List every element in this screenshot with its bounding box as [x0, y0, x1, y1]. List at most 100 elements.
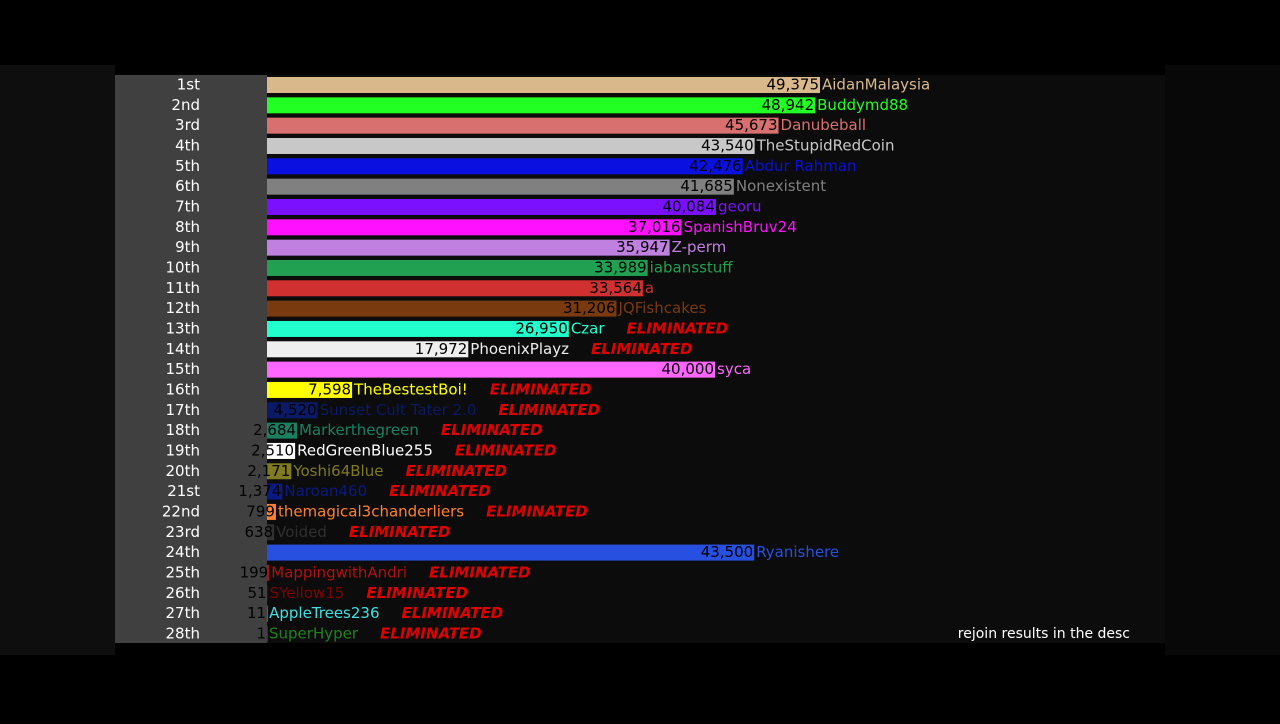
value-label: 49,375	[767, 76, 820, 94]
bar	[267, 178, 734, 195]
rank-label: 6th	[175, 177, 200, 195]
bar	[267, 483, 283, 500]
bar	[267, 320, 569, 337]
rank-label: 25th	[166, 563, 200, 581]
eliminated-label: ELIMINATED	[490, 380, 592, 398]
value-label: 2,171	[247, 462, 290, 480]
player-name: Danubeball	[781, 116, 867, 134]
bar	[267, 280, 643, 297]
rank-label: 10th	[166, 258, 200, 276]
value-label: 1	[256, 624, 266, 642]
side-panel	[1165, 65, 1280, 655]
player-name: RedGreenBlue255	[297, 441, 433, 459]
eliminated-label: ELIMINATED	[402, 604, 504, 622]
value-label: 35,947	[616, 238, 669, 256]
player-name: a	[645, 279, 654, 297]
player-name: Czar	[571, 319, 606, 337]
bar	[267, 198, 716, 215]
rank-label: 16th	[166, 380, 200, 398]
value-label: 33,989	[594, 258, 647, 276]
rank-label: 17th	[166, 401, 200, 419]
player-name: TheBestestBoi!	[353, 380, 468, 398]
rank-label: 1st	[177, 76, 200, 94]
bar	[267, 625, 268, 642]
bar	[267, 239, 670, 256]
value-label: 43,500	[701, 543, 754, 561]
player-name: AppleTrees236	[269, 604, 379, 622]
player-name: iabansstuff	[650, 258, 734, 276]
rank-label: 24th	[166, 543, 200, 561]
eliminated-label: ELIMINATED	[366, 584, 468, 602]
value-label: 37,016	[628, 218, 681, 236]
rank-label: 13th	[166, 319, 200, 337]
bar	[267, 503, 276, 520]
player-name: Ryanishere	[756, 543, 839, 561]
rank-label: 26th	[166, 584, 200, 602]
player-name: PhoenixPlayz	[470, 340, 569, 358]
bar	[267, 463, 292, 480]
value-label: 31,206	[563, 299, 616, 317]
value-label: 45,673	[725, 116, 778, 134]
eliminated-label: ELIMINATED	[380, 624, 482, 642]
bar	[267, 544, 755, 561]
player-name: AidanMalaysia	[822, 76, 930, 94]
eliminated-label: ELIMINATED	[389, 482, 491, 500]
value-label: 2,684	[253, 421, 296, 439]
rank-label: 8th	[175, 218, 200, 236]
value-label: 26,950	[515, 319, 568, 337]
value-label: 48,942	[762, 96, 815, 114]
bar	[267, 402, 318, 419]
player-name: georu	[718, 197, 762, 215]
rank-label: 22nd	[162, 502, 200, 520]
value-label: 42,476	[689, 157, 742, 175]
bar	[267, 585, 268, 602]
rank-label: 2nd	[171, 96, 200, 114]
player-name: Markerthegreen	[299, 421, 419, 439]
rank-label: 18th	[166, 421, 200, 439]
eliminated-label: ELIMINATED	[441, 421, 543, 439]
rank-label: 21st	[167, 482, 200, 500]
player-name: Abdur Rahman	[745, 157, 857, 175]
player-name: MappingwithAndri	[271, 563, 407, 581]
bar	[267, 117, 779, 134]
rank-label: 19th	[166, 441, 200, 459]
value-label: 199	[240, 563, 269, 581]
value-label: 43,540	[701, 136, 754, 154]
bar	[267, 300, 617, 317]
player-name: themagical3chanderliers	[278, 502, 464, 520]
value-label: 41,685	[680, 177, 733, 195]
rank-label: 4th	[175, 136, 200, 154]
player-name: Buddymd88	[817, 96, 908, 114]
rank-label: 5th	[175, 157, 200, 175]
eliminated-label: ELIMINATED	[405, 462, 507, 480]
bar	[267, 77, 820, 93]
bar	[267, 381, 353, 398]
value-label: 4,520	[274, 401, 317, 419]
bar	[267, 564, 270, 581]
eliminated-label: ELIMINATED	[627, 319, 729, 337]
bar	[267, 605, 268, 622]
bar	[267, 442, 296, 459]
value-label: 2,510	[251, 441, 294, 459]
bar	[267, 158, 743, 175]
bar	[267, 259, 648, 276]
player-name: Z-perm	[672, 238, 727, 256]
value-label: 11	[247, 604, 266, 622]
value-label: 638	[245, 523, 274, 541]
eliminated-label: ELIMINATED	[429, 563, 531, 581]
rank-label: 23rd	[165, 523, 200, 541]
eliminated-label: ELIMINATED	[486, 502, 588, 520]
player-name: SuperHyper	[269, 624, 359, 642]
bar	[267, 361, 715, 378]
value-label: 799	[246, 502, 275, 520]
value-label: 40,084	[662, 197, 715, 215]
rank-label: 15th	[166, 360, 200, 378]
eliminated-label: ELIMINATED	[498, 401, 600, 419]
rank-label: 3rd	[175, 116, 200, 134]
bar	[267, 137, 755, 154]
player-name: SYellow15	[270, 584, 345, 602]
player-name: Yoshi64Blue	[292, 462, 383, 480]
value-label: 51	[247, 584, 266, 602]
